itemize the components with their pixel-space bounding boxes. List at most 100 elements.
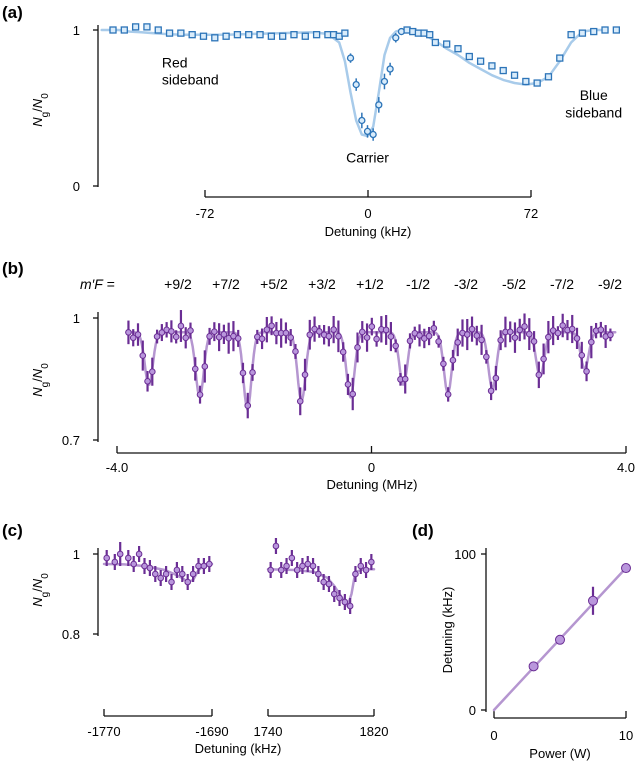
b-mf-label: +5/2 — [260, 276, 288, 292]
b-data-point — [125, 329, 132, 336]
b-data-point — [234, 335, 242, 342]
a-data-point — [392, 34, 400, 42]
b-data-point — [516, 326, 524, 334]
a-data-point — [590, 27, 598, 36]
c-data-point — [320, 578, 327, 586]
a-data-point — [245, 31, 253, 39]
b-data-point — [545, 333, 552, 341]
b-data-point — [573, 335, 581, 342]
c-data-point — [357, 562, 365, 570]
a-y-axis-title: Ng/N0 — [30, 93, 51, 127]
b-mf-label: +7/2 — [212, 276, 240, 292]
b-data-point — [211, 328, 218, 335]
a-data-point — [352, 80, 360, 89]
b-mf-label: +9/2 — [164, 276, 192, 292]
b-data-point — [583, 368, 590, 375]
a-data-point — [567, 31, 575, 39]
c-data-point — [293, 566, 301, 574]
b-data-point — [196, 391, 204, 398]
b-data-point — [382, 326, 390, 334]
c-data-point — [315, 570, 322, 578]
b-data-point — [129, 334, 137, 342]
c-data-point — [362, 566, 370, 574]
b-x-tick-label: 4.0 — [617, 460, 635, 475]
c-data-point — [200, 562, 208, 570]
b-mf-label: -9/2 — [598, 276, 622, 292]
a-annotation: Carrier — [346, 150, 389, 166]
b-data-point — [182, 334, 190, 342]
c-data-point — [184, 578, 191, 586]
a-data-point — [443, 40, 451, 48]
b-data-point — [306, 331, 314, 339]
b-data-point — [525, 330, 533, 338]
b-data-point — [392, 342, 399, 350]
b-data-point — [168, 328, 175, 335]
b-data-point — [492, 374, 500, 382]
panel-b: (b) 0.7 1 -4.0 0 4.0 Detuning (MHz) Ng/N0 m′F =… — [2, 259, 635, 492]
a-x-tick-label: 72 — [524, 206, 538, 221]
b-data-point — [440, 360, 447, 368]
c-data-point — [325, 580, 333, 588]
b-data-point — [487, 387, 495, 395]
c-data-point — [179, 570, 186, 578]
b-data-point — [430, 324, 438, 332]
b-y-tick-label: 0.7 — [62, 433, 80, 448]
b-data-point — [530, 338, 538, 345]
b-data-point — [177, 322, 185, 330]
c-data-point — [272, 542, 280, 550]
a-data-point — [510, 71, 519, 79]
a-data-point — [233, 31, 242, 39]
a-data-point — [369, 130, 377, 139]
d-x-axis-title: Power (W) — [529, 746, 590, 761]
c-data-point — [157, 574, 164, 582]
a-data-point — [256, 31, 264, 39]
a-data-point — [465, 52, 473, 61]
c-data-point — [146, 564, 154, 572]
b-data-point — [282, 329, 290, 337]
c-y-tick-label: 0.8 — [62, 627, 80, 642]
a-data-point — [601, 26, 609, 34]
b-data-point — [483, 353, 490, 361]
c-data-point — [173, 566, 181, 574]
c-data-point — [195, 562, 202, 570]
b-data-point — [149, 368, 156, 375]
panel-a-plot: 0 1 -72 0 72 Detuning (kHz) Ng/N0 Red sideband Ca… — [30, 23, 622, 239]
a-data-point — [290, 31, 298, 39]
b-data-point — [559, 322, 566, 329]
a-annotation: sideband — [162, 72, 219, 88]
b-data-point — [588, 338, 595, 346]
c-y-axis-title: Ng/N0 — [30, 573, 51, 607]
d-x-tick-label: 0 — [490, 728, 497, 743]
a-data-point — [199, 32, 208, 40]
d-data-point — [528, 661, 539, 672]
c-x-tick-label: -1690 — [195, 724, 228, 739]
b-data-point — [568, 325, 576, 333]
d-data-point — [588, 595, 598, 606]
b-x-tick-label: -4.0 — [106, 460, 128, 475]
a-y-tick-label: 0 — [73, 179, 80, 194]
b-data-point — [373, 335, 380, 343]
b-y-axis-title: Ng/N0 — [30, 363, 51, 397]
b-data-point — [406, 337, 414, 345]
a-data-point — [120, 26, 128, 34]
b-data-point — [454, 339, 462, 346]
d-y-axis-title: Detuning (kHz) — [440, 587, 455, 674]
c-data-point — [336, 594, 343, 602]
b-data-point — [521, 323, 528, 330]
a-data-point — [556, 54, 564, 62]
b-y-tick-label: 1 — [73, 311, 80, 326]
c-y-tick-label: 1 — [73, 547, 80, 562]
c-data-point — [111, 558, 119, 566]
b-data-point — [363, 334, 371, 341]
c-data-point — [346, 602, 354, 610]
b-data-point — [191, 365, 199, 373]
b-data-point — [578, 351, 586, 359]
b-data-point — [468, 325, 476, 333]
a-data-point — [375, 101, 383, 109]
c-data-point — [189, 570, 197, 578]
c-data-point — [277, 566, 285, 574]
b-data-point — [172, 333, 180, 341]
d-x-tick-label: 10 — [619, 728, 633, 743]
a-data-point — [154, 26, 162, 34]
a-data-point — [522, 77, 530, 86]
